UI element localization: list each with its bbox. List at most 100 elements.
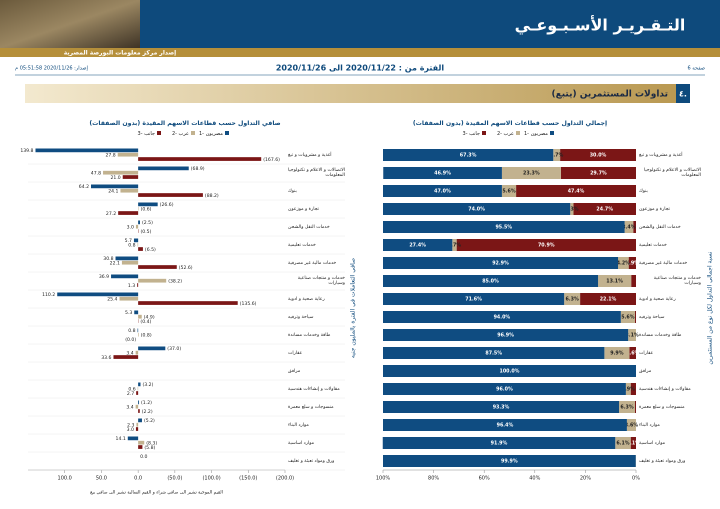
value-label: 6.1% xyxy=(616,441,629,447)
category-label: ورق ومواد تعبئة و تغليف xyxy=(288,458,335,464)
value-label: 3.4 xyxy=(126,405,133,411)
value-label: 3.0 xyxy=(127,427,134,433)
value-label: 4.2% xyxy=(617,261,630,267)
value-label: 6.3% xyxy=(620,405,633,411)
bar xyxy=(136,391,139,395)
section-number: ٤. xyxy=(679,90,687,99)
category-label: خدمات تعليمية xyxy=(288,242,316,248)
legend-swatch xyxy=(550,131,554,135)
category-label: مرافق xyxy=(639,368,652,374)
category-label: خدمات و منتجات صناعية وسيارات xyxy=(297,276,345,286)
value-label: 85.0% xyxy=(482,279,499,285)
bar-segment xyxy=(452,239,457,251)
bar xyxy=(91,184,139,189)
bar xyxy=(135,404,139,409)
value-label: (0.4) xyxy=(140,319,151,325)
x-tick-label: 20% xyxy=(580,476,591,482)
x-tick-label: 40% xyxy=(529,476,540,482)
value-label: 14.1 xyxy=(116,436,126,442)
category-label: خدمات تعليمية xyxy=(639,242,667,248)
x-tick-label: 60% xyxy=(479,476,490,482)
legend-swatch xyxy=(191,131,195,135)
value-label: (8.3) xyxy=(146,441,157,447)
value-label: 27.8 xyxy=(105,153,115,159)
category-label: تجارة و موزعون xyxy=(288,206,319,212)
value-label: 5.7 xyxy=(125,238,132,244)
x-tick-label: 0.0 xyxy=(134,476,142,482)
value-label: 25.4 xyxy=(107,297,117,303)
value-label: 71.6% xyxy=(465,297,482,303)
category-label: مقاولات و إنشاءات هندسية xyxy=(639,386,691,392)
legend-swatch xyxy=(482,131,486,135)
value-label: 9.9% xyxy=(610,351,623,357)
report-title: التـقـريـر الأسـبـوعـي xyxy=(515,16,686,36)
legend-label: جانب -3 xyxy=(463,131,481,137)
bar xyxy=(138,193,203,197)
value-label: 36.9 xyxy=(99,274,109,280)
bar-segment xyxy=(383,419,627,431)
chart-title: إجمالي التداول حسب قطاعات الاسهم المقيدة… xyxy=(413,120,607,127)
bar-segment xyxy=(501,167,561,179)
bar xyxy=(113,355,139,359)
value-label: 3.4% xyxy=(622,225,635,231)
value-label: (3.2) xyxy=(142,382,153,388)
category-label: أغذية و مشروبات و تبغ xyxy=(639,152,683,158)
value-label: 99.9% xyxy=(501,459,518,465)
value-label: 1.9% xyxy=(622,387,635,393)
legend-label: مصريون -1 xyxy=(199,131,223,137)
bar-segment xyxy=(624,221,634,233)
category-label: خدمات النقل والشحن xyxy=(639,224,681,230)
category-label: منسوجات و سلع معمرة xyxy=(639,404,685,410)
category-label: خدمات مالية غير مصرفية xyxy=(288,260,337,266)
bar xyxy=(137,328,139,333)
bar-segment xyxy=(383,257,619,269)
bar-segment xyxy=(560,167,636,179)
value-label: 67.3% xyxy=(460,153,477,159)
bar-segment xyxy=(634,401,636,413)
bar xyxy=(103,170,139,175)
bar-segment xyxy=(383,203,571,215)
bar-segment xyxy=(516,185,636,197)
value-label: 22.1 xyxy=(110,261,120,267)
value-label: 30.8 xyxy=(103,256,113,262)
value-label: 21.0 xyxy=(110,175,120,181)
section-bar xyxy=(25,84,690,103)
bar xyxy=(138,265,177,269)
bar-segment xyxy=(626,419,636,431)
value-label: 33.6 xyxy=(101,355,111,361)
value-label: 47.8 xyxy=(91,171,101,177)
category-label: موارد البناء xyxy=(288,422,309,428)
bar-segment xyxy=(383,365,636,377)
x-tick-label: 50.0 xyxy=(96,476,107,482)
category-label: تجارة و موزعون xyxy=(639,206,670,212)
value-label: 46.9% xyxy=(434,171,451,177)
legend-label: مصريون -1 xyxy=(524,131,548,137)
bar xyxy=(137,242,139,247)
x-tick-label: (100.0) xyxy=(202,476,220,482)
bar xyxy=(138,400,140,405)
x-tick-label: (200.0) xyxy=(276,476,294,482)
category-label: رعاية صحية و ادوية xyxy=(288,296,325,302)
bar-segment xyxy=(630,437,636,449)
bar-segment xyxy=(383,149,554,161)
value-label: 93.3% xyxy=(493,405,510,411)
value-label: 95.5% xyxy=(495,225,512,231)
bar-segment xyxy=(564,293,581,305)
bar xyxy=(138,220,140,225)
bar-segment xyxy=(615,437,631,449)
value-label: 2.7 xyxy=(127,391,134,397)
legend-label: عرب -2 xyxy=(497,131,514,137)
category-label: رعاية صحية و ادوية xyxy=(639,296,676,302)
bar-segment xyxy=(383,455,636,467)
bar-segment xyxy=(383,275,599,287)
section-title: تداولات المستثمرين (يتبع) xyxy=(552,90,669,100)
legend-label: جانب -3 xyxy=(138,131,156,137)
category-label: بنوك xyxy=(288,188,297,194)
value-label: 74.0% xyxy=(468,207,485,213)
value-label: (68.9) xyxy=(191,166,205,172)
bar xyxy=(115,256,139,261)
value-label: 0.0 xyxy=(140,454,147,460)
bar xyxy=(138,278,167,283)
